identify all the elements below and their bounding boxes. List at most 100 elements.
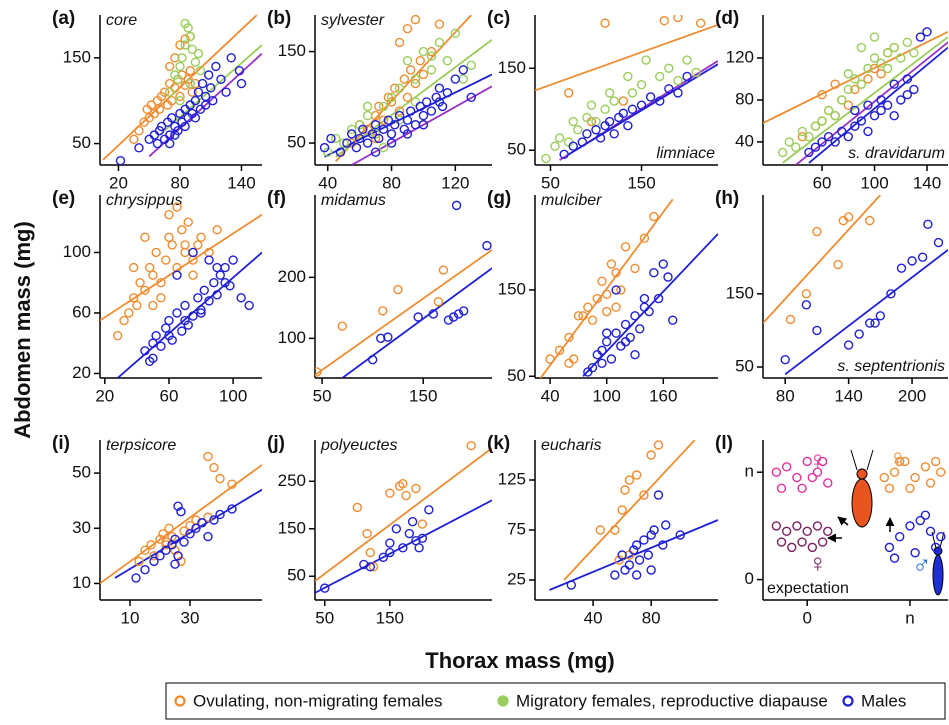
point	[175, 96, 185, 106]
point	[394, 37, 405, 48]
point	[140, 232, 150, 243]
point	[616, 285, 626, 295]
point	[631, 470, 642, 480]
x-tick-label: 40	[318, 173, 337, 192]
point	[367, 355, 378, 365]
point	[220, 278, 230, 288]
point	[854, 329, 864, 339]
point	[604, 88, 615, 98]
point	[351, 142, 362, 153]
point	[433, 297, 444, 307]
point	[682, 55, 692, 65]
x-tick-label: 140	[913, 173, 941, 192]
point	[894, 456, 905, 467]
point	[148, 300, 158, 311]
point	[802, 456, 812, 467]
point	[134, 556, 144, 567]
point	[600, 18, 610, 28]
point	[856, 116, 867, 126]
point	[146, 540, 156, 550]
y-tick-label: 50	[735, 357, 754, 376]
y-tick-label: 125	[498, 469, 526, 488]
point	[155, 551, 165, 561]
point	[413, 312, 423, 322]
point	[930, 456, 941, 467]
point	[434, 97, 445, 107]
panel-label: (a)	[52, 8, 75, 29]
panel-title: core	[106, 12, 137, 29]
point	[482, 240, 492, 251]
panel-label: (d)	[715, 8, 739, 29]
point	[936, 467, 946, 477]
point	[636, 100, 647, 110]
plot-area	[319, 15, 492, 165]
panel-title: mulciber	[541, 192, 602, 209]
point	[559, 149, 569, 160]
x-axis-title: Thorax mass (mg)	[425, 648, 615, 673]
annotation: ♂	[912, 549, 932, 579]
point	[404, 528, 415, 539]
point	[180, 34, 190, 44]
point	[140, 346, 150, 356]
point	[644, 306, 654, 317]
point	[370, 147, 381, 157]
point	[165, 87, 175, 97]
point	[597, 345, 607, 356]
point	[145, 356, 155, 367]
point	[151, 330, 161, 341]
point	[185, 31, 195, 42]
point	[889, 467, 900, 477]
fit-line	[763, 195, 882, 324]
point	[606, 354, 617, 364]
point	[236, 293, 246, 303]
point	[804, 131, 814, 142]
point	[843, 84, 853, 95]
point	[902, 74, 913, 84]
point	[624, 475, 635, 485]
point	[663, 272, 673, 282]
point	[183, 74, 193, 84]
panel-title: expectation	[767, 580, 849, 597]
point	[134, 143, 144, 153]
point	[386, 138, 397, 148]
point	[661, 520, 671, 530]
point	[370, 120, 381, 130]
point	[410, 15, 421, 25]
point	[776, 483, 787, 494]
point	[156, 341, 166, 351]
point	[578, 311, 588, 321]
fit-line	[782, 36, 948, 164]
point	[212, 225, 222, 235]
point	[394, 110, 405, 121]
point	[227, 479, 237, 489]
y-tick-label: 150	[278, 518, 306, 537]
point	[896, 95, 906, 105]
point	[582, 112, 592, 123]
point	[597, 276, 607, 287]
point	[368, 562, 379, 572]
panel-title: terpsicore	[106, 437, 176, 454]
point	[170, 53, 180, 63]
point	[128, 293, 139, 303]
point	[212, 262, 222, 273]
point	[448, 312, 459, 322]
point	[601, 328, 612, 338]
point	[466, 440, 476, 451]
point	[179, 537, 189, 547]
point	[649, 267, 659, 278]
point	[863, 100, 873, 110]
point	[915, 515, 925, 526]
y-tick-label: 100	[278, 328, 306, 347]
point	[673, 75, 683, 86]
point	[869, 110, 880, 121]
x-tick-label: 150	[409, 386, 437, 405]
point	[119, 315, 129, 326]
legend-marker	[842, 695, 854, 707]
y-tick-label: 50	[507, 366, 526, 385]
panel-title: eucharis	[541, 437, 601, 454]
panel-label: (e)	[52, 188, 75, 209]
point	[634, 555, 645, 565]
point	[176, 507, 186, 517]
point	[586, 100, 597, 110]
panel-label: (j)	[267, 433, 285, 454]
